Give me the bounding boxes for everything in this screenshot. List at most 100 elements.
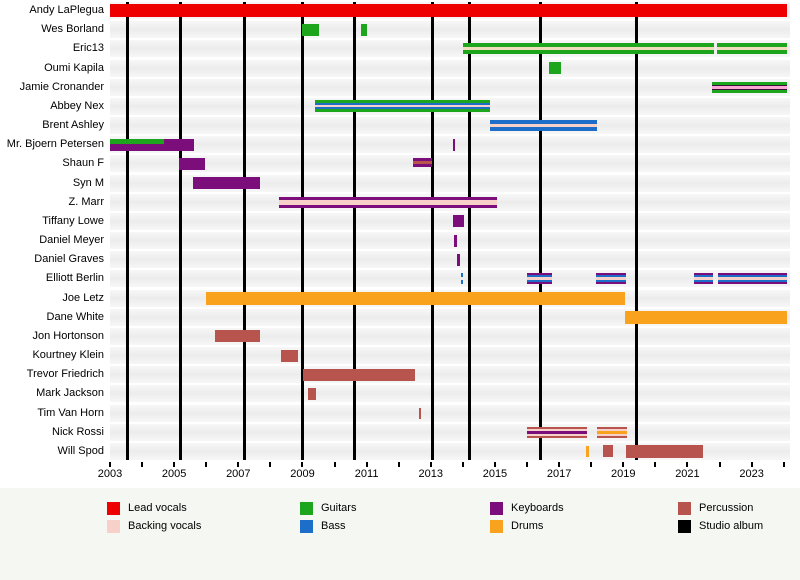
bar-layer-blue: [596, 275, 626, 278]
bar-elliott-berlin: [717, 273, 787, 285]
legend-background: [0, 488, 800, 580]
bar-layer-blue: [314, 107, 490, 110]
bar-layer-indianred: [412, 161, 432, 165]
studio-album-line-3: [243, 2, 247, 460]
bar-layer-green: [314, 109, 490, 113]
row-label-brent-ashley: Brent Ashley: [42, 119, 104, 131]
bar-layer-purple: [193, 177, 260, 189]
bar-will-spod: [602, 445, 613, 458]
bar-layer-blue: [717, 280, 787, 283]
bar-layer-blue: [596, 280, 626, 283]
axis-tick-2017: [558, 462, 561, 467]
row-label-daniel-graves: Daniel Graves: [34, 253, 104, 266]
axis-tick-2011: [365, 462, 368, 467]
row-label-joe-letz: Joe Letz: [62, 291, 104, 304]
bar-wes-borland: [301, 23, 319, 36]
bar-layer-purple: [279, 196, 497, 200]
bar-kourtney-klein: [280, 349, 298, 362]
studio-album-line-8: [539, 2, 543, 460]
bar-layer-green: [360, 23, 367, 36]
bar-layer-red: [110, 4, 787, 17]
axis-label-2011: 2011: [354, 468, 379, 480]
bar-layer-green: [711, 89, 787, 93]
bar-layer-green: [549, 62, 562, 74]
bar-eric13: [716, 43, 787, 55]
axis-tick-2018: [590, 462, 593, 467]
bar-layer-green: [716, 43, 787, 48]
bar-syn-m: [193, 177, 260, 189]
bar-layer-cream: [462, 47, 714, 51]
row-label-kourtney-klein: Kourtney Klein: [32, 349, 104, 361]
row-band-mr-bjoern-petersen: [110, 136, 790, 154]
studio-album-line-2: [179, 2, 183, 460]
axis-label-2007: 2007: [226, 468, 251, 480]
bar-will-spod: [626, 444, 704, 458]
legend-label: Backing vocals: [128, 520, 202, 532]
axis-tick-2024: [782, 462, 785, 467]
bar-nick-rossi: [527, 426, 588, 438]
bar-layer-purple: [412, 164, 432, 168]
row-band-tim-van-horn: [110, 404, 790, 422]
legend-label: Lead vocals: [128, 502, 187, 514]
axis-tick-2016: [526, 462, 529, 467]
bar-trevor-friedrich: [303, 368, 415, 381]
bar-layer-blue: [693, 280, 714, 283]
bar-layer-purple: [454, 234, 457, 247]
bar-layer-green: [716, 50, 787, 55]
bar-layer-blue: [489, 127, 597, 131]
bar-wes-borland: [360, 23, 367, 36]
axis-tick-2013: [429, 462, 432, 467]
row-label-dane-white: Dane White: [46, 310, 104, 323]
bar-daniel-graves: [457, 253, 460, 266]
bar-layer-pink: [527, 428, 588, 431]
row-band-daniel-meyer: [110, 232, 790, 249]
row-band-mark-jackson: [110, 385, 790, 403]
bar-layer-blue: [460, 280, 464, 285]
row-label-trevor-friedrich: Trevor Friedrich: [26, 368, 104, 381]
legend-swatch-indianred: [678, 502, 691, 515]
bar-layer-purple: [693, 273, 714, 276]
axis-label-2019: 2019: [611, 468, 636, 480]
axis-tick-2006: [205, 462, 208, 467]
bar-daniel-meyer: [454, 234, 457, 247]
bar-layer-blue: [527, 275, 553, 278]
bar-layer-pink: [693, 277, 714, 281]
row-label-wes-borland: Wes Borland: [41, 23, 104, 36]
bar-layer-pink: [489, 124, 597, 127]
bar-elliott-berlin: [596, 273, 626, 285]
legend-label: Keyboards: [511, 502, 564, 514]
bar-abbey-nex: [314, 100, 490, 113]
axis-label-2015: 2015: [482, 468, 508, 480]
bar-mr-bjoern-petersen: [110, 139, 164, 145]
bar-layer-orange: [596, 430, 627, 434]
axis-tick-2003: [109, 462, 111, 467]
studio-album-line-4: [301, 2, 305, 460]
bar-layer-indianred: [596, 435, 627, 438]
bar-andy-laplegua: [110, 4, 787, 17]
bar-layer-purple: [596, 273, 626, 276]
axis-label-2017: 2017: [546, 468, 572, 480]
row-band-tiffany-lowe: [110, 212, 790, 230]
bar-brent-ashley: [489, 120, 597, 131]
bar-layer-pink: [596, 428, 627, 431]
axis-label-2023: 2023: [739, 468, 764, 480]
axis-tick-2005: [173, 462, 176, 467]
axis-label-2005: 2005: [161, 468, 187, 480]
bar-layer-green: [301, 23, 319, 36]
bar-layer-green: [314, 100, 490, 104]
bar-layer-pink: [527, 433, 588, 436]
studio-album-line-7: [468, 2, 472, 460]
row-band-jamie-cronander: [110, 78, 790, 96]
bar-layer-orange: [586, 445, 589, 457]
row-label-tim-van-horn: Tim Van Horn: [37, 406, 104, 419]
bar-layer-pink: [314, 105, 490, 108]
bar-elliott-berlin: [527, 273, 553, 285]
row-label-syn-m: Syn M: [72, 176, 104, 189]
bar-layer-pink: [717, 277, 787, 281]
studio-album-line-1: [126, 2, 130, 460]
bar-layer-purple: [279, 204, 497, 208]
row-band-oumi-kapila: [110, 59, 790, 77]
bar-layer-indianred: [626, 444, 704, 458]
axis-tick-2008: [269, 462, 272, 467]
bar-layer-purple: [693, 282, 714, 285]
